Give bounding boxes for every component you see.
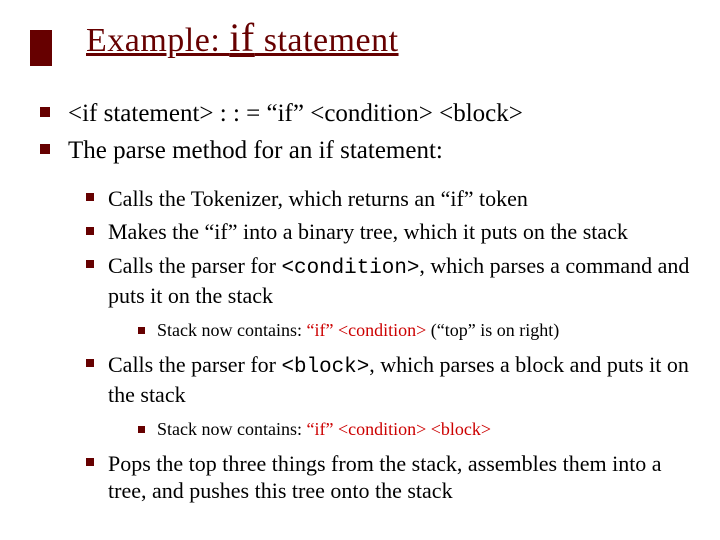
bullet-text: Calls the parser for <condition>, which … (108, 252, 690, 310)
bullet-icon (40, 144, 50, 154)
bullet-list-level1-cont: Calls the parser for <block>, which pars… (30, 351, 690, 409)
slide-title: Example: if statement (86, 14, 399, 61)
bullet-l2-1: Stack now contains: “if” <condition> <bl… (138, 418, 690, 441)
text-part: (“top” is on right) (426, 320, 559, 340)
text-part: Calls the parser for (108, 253, 282, 278)
bullet-list-level1-cont2: Pops the top three things from the stack… (30, 450, 690, 505)
bullet-icon (138, 426, 145, 433)
bullet-l1-0: Calls the Tokenizer, which returns an “i… (86, 185, 690, 213)
bullet-text: <if statement> : : = “if” <condition> <b… (68, 98, 523, 129)
bullet-list-level1: Calls the Tokenizer, which returns an “i… (30, 185, 690, 310)
accent-block (30, 30, 52, 66)
title-part2: statement (255, 22, 399, 59)
bullet-text: The parse method for an if statement: (68, 135, 443, 166)
bullet-list-level0: <if statement> : : = “if” <condition> <b… (30, 98, 690, 167)
bullet-l1-1: Makes the “if” into a binary tree, which… (86, 218, 690, 246)
bullet-icon (138, 327, 145, 334)
text-part: Stack now contains: (157, 419, 306, 439)
mono-text: <condition> (282, 257, 420, 280)
bullet-text: Calls the parser for <block>, which pars… (108, 351, 690, 409)
bullet-list-level2-cont: Stack now contains: “if” <condition> <bl… (30, 418, 690, 441)
red-text: “if” <condition> (306, 320, 426, 340)
bullet-text: Calls the Tokenizer, which returns an “i… (108, 185, 528, 213)
slide: Example: if statement <if statement> : :… (0, 0, 720, 540)
bullet-l1-3: Calls the parser for <block>, which pars… (86, 351, 690, 409)
bullet-text: Stack now contains: “if” <condition> (“t… (157, 319, 559, 342)
bullet-icon (86, 260, 94, 268)
text-part: Calls the parser for (108, 352, 282, 377)
title-if: if (229, 15, 254, 60)
text-part: Stack now contains: (157, 320, 306, 340)
slide-content: <if statement> : : = “if” <condition> <b… (30, 98, 690, 505)
bullet-l2-0: Stack now contains: “if” <condition> (“t… (138, 319, 690, 342)
bullet-l1-4: Pops the top three things from the stack… (86, 450, 690, 505)
bullet-icon (86, 458, 94, 466)
bullet-icon (40, 107, 50, 117)
bullet-l0-1: The parse method for an if statement: (40, 135, 690, 166)
red-text: “if” <condition> <block> (306, 419, 491, 439)
bullet-icon (86, 227, 94, 235)
bullet-text: Pops the top three things from the stack… (108, 450, 690, 505)
title-part1: Example: (86, 22, 229, 59)
bullet-text: Stack now contains: “if” <condition> <bl… (157, 418, 491, 441)
title-bar: Example: if statement (30, 14, 690, 66)
mono-text: <block> (282, 356, 370, 379)
bullet-l0-0: <if statement> : : = “if” <condition> <b… (40, 98, 690, 129)
bullet-icon (86, 359, 94, 367)
bullet-text: Makes the “if” into a binary tree, which… (108, 218, 628, 246)
bullet-icon (86, 193, 94, 201)
bullet-list-level2: Stack now contains: “if” <condition> (“t… (30, 319, 690, 342)
bullet-l1-2: Calls the parser for <condition>, which … (86, 252, 690, 310)
